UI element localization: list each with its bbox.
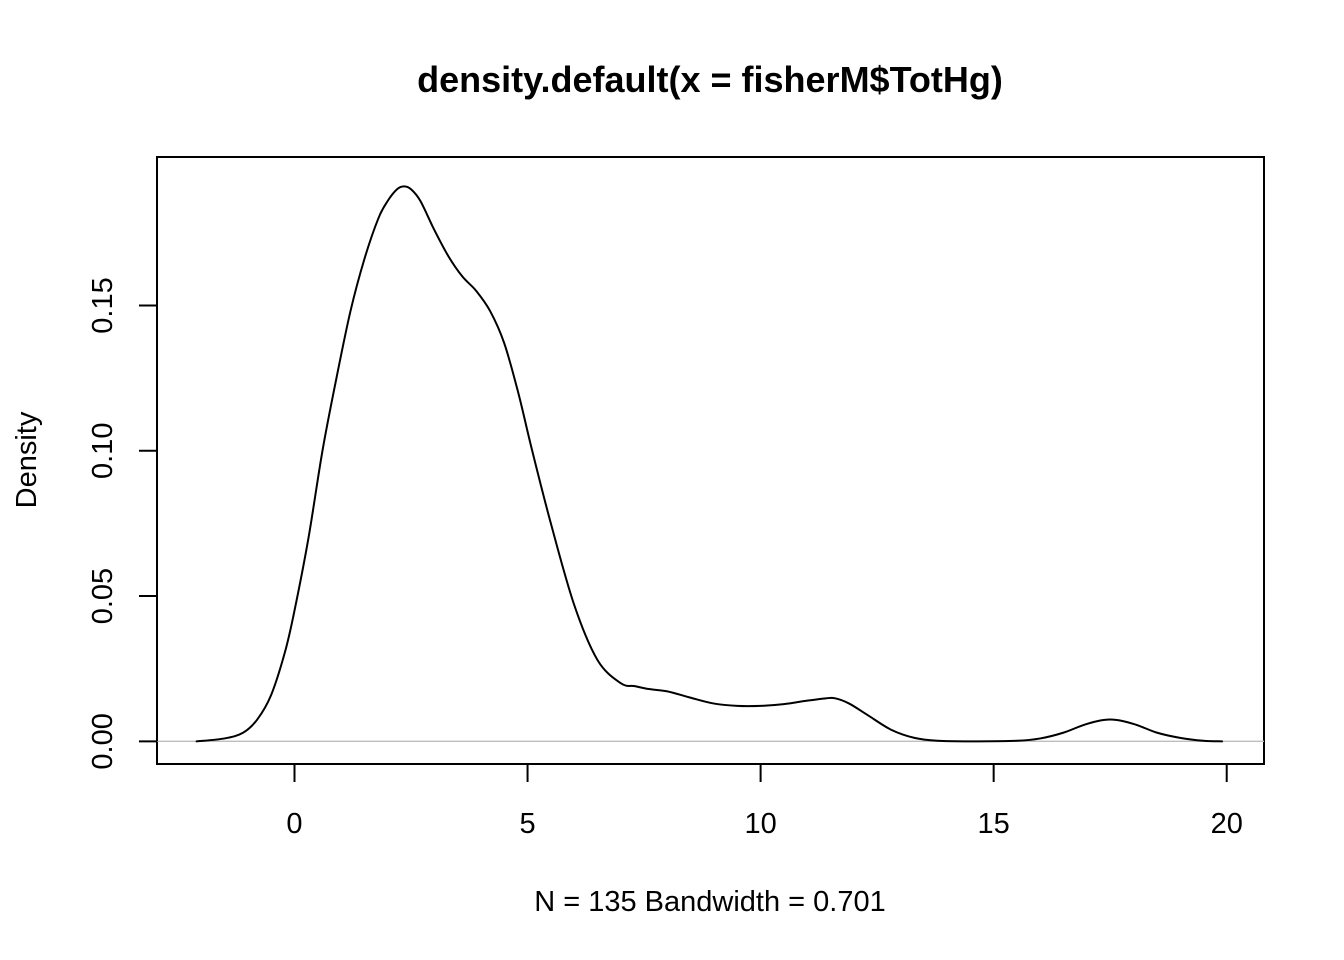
plot-frame (156, 156, 1265, 765)
y-tick-label: 0.15 (87, 277, 119, 333)
y-axis: 0.00 0.05 0.10 0.15 (87, 277, 158, 770)
x-tick-label: 15 (978, 808, 1010, 840)
y-axis-label: Density (11, 411, 43, 508)
x-tick-label: 0 (286, 808, 302, 840)
x-axis-label: N = 135 Bandwidth = 0.701 (534, 886, 885, 918)
chart-title: density.default(x = fisherM$TotHg) (417, 59, 1003, 100)
y-tick-label: 0.05 (87, 568, 119, 624)
x-axis: 0 5 10 15 20 (286, 763, 1243, 840)
y-tick-label: 0.10 (87, 423, 119, 479)
density-curve (195, 185, 1224, 743)
x-tick-label: 5 (519, 808, 535, 840)
y-tick-label: 0.00 (87, 713, 119, 769)
x-tick-label: 20 (1211, 808, 1243, 840)
x-tick-label: 10 (744, 808, 776, 840)
